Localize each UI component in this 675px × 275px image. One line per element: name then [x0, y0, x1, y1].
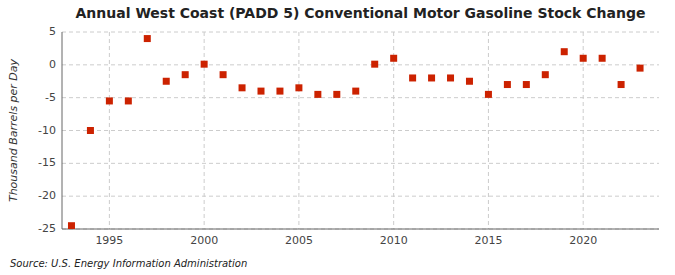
point	[409, 74, 416, 81]
point	[523, 81, 530, 88]
y-tick-label: -25	[38, 222, 56, 235]
point	[561, 48, 568, 55]
point	[182, 71, 189, 78]
y-grid-line	[62, 64, 659, 65]
x-tick-label: 2020	[569, 234, 597, 247]
point	[295, 84, 302, 91]
x-grid-line	[109, 32, 110, 229]
point	[87, 127, 94, 134]
point	[618, 81, 625, 88]
point	[333, 91, 340, 98]
point	[258, 88, 265, 95]
y-axis-line	[62, 32, 63, 229]
y-tick-label: -5	[45, 91, 56, 104]
point	[466, 78, 473, 85]
y-tick-label: -15	[38, 156, 56, 169]
point	[580, 55, 587, 62]
source-note: Source: U.S. Energy Information Administ…	[10, 258, 247, 269]
point	[504, 81, 511, 88]
points	[68, 35, 644, 229]
point	[163, 78, 170, 85]
y-tick-label: 5	[49, 25, 56, 38]
y-tick-label: -20	[38, 189, 56, 202]
x-grid-line	[488, 32, 489, 229]
point	[352, 88, 359, 95]
point	[428, 74, 435, 81]
point	[485, 91, 492, 98]
point	[276, 88, 283, 95]
point	[447, 74, 454, 81]
point	[144, 35, 151, 42]
point	[125, 97, 132, 104]
y-grid-line	[62, 229, 659, 230]
point	[390, 55, 397, 62]
y-grid-line	[62, 163, 659, 164]
point	[314, 91, 321, 98]
point	[201, 61, 208, 68]
point	[599, 55, 606, 62]
y-tick-label: 0	[49, 58, 56, 71]
point	[637, 65, 644, 72]
y-grid-line	[62, 130, 659, 131]
point	[239, 84, 246, 91]
point	[68, 222, 75, 229]
point	[542, 71, 549, 78]
point	[106, 97, 113, 104]
y-grid-line	[62, 32, 659, 33]
x-tick-label: 2010	[380, 234, 408, 247]
plot-area	[62, 32, 659, 229]
x-tick-label: 2005	[285, 234, 313, 247]
point	[371, 61, 378, 68]
y-grid-line	[62, 97, 659, 98]
point	[220, 71, 227, 78]
x-grid-line	[298, 32, 299, 229]
y-grid-line	[62, 196, 659, 197]
x-axis-line	[62, 229, 659, 230]
x-tick-label: 1995	[95, 234, 123, 247]
x-tick-label: 2015	[474, 234, 502, 247]
y-tick-label: -10	[38, 124, 56, 137]
x-tick-label: 2000	[190, 234, 218, 247]
y-axis-label: Thousand Barrels per Day	[7, 58, 20, 202]
title: Annual West Coast (PADD 5) Conventional …	[76, 5, 646, 21]
